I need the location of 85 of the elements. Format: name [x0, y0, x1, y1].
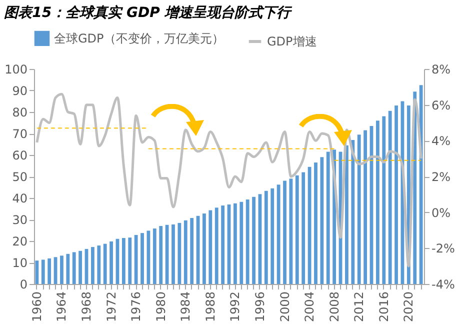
bar [159, 226, 163, 284]
y-tick-label: 100 [4, 62, 28, 76]
bar [314, 162, 318, 284]
bar [172, 224, 175, 284]
x-tick-label: 1984 [178, 292, 193, 322]
bar [382, 116, 386, 284]
legend-label: GDP增速 [267, 34, 317, 48]
bar [419, 85, 423, 284]
bar [351, 140, 355, 284]
bar [128, 238, 132, 284]
bar [221, 206, 225, 284]
y2-tick-label: 2% [432, 170, 451, 184]
y-tick-label: 30 [12, 213, 28, 227]
bar [72, 252, 76, 284]
x-tick-label: 1964 [54, 292, 69, 322]
bar [270, 188, 274, 284]
x-tick-label: 1972 [104, 292, 118, 322]
bar [388, 110, 392, 284]
bar [264, 190, 268, 284]
y-tick-label: 40 [12, 192, 28, 206]
bar [214, 208, 218, 284]
bar [60, 256, 64, 284]
bar [41, 260, 45, 284]
bar [233, 203, 237, 284]
y2-tick-label: -2% [432, 242, 455, 256]
x-tick-label: 2000 [278, 292, 292, 322]
x-tick-label: 1960 [30, 292, 44, 322]
bar [357, 134, 361, 284]
bar [91, 247, 94, 284]
bar [152, 228, 156, 284]
bar [240, 202, 244, 284]
bar [345, 145, 348, 284]
bar [48, 258, 52, 284]
bar [78, 250, 82, 284]
bar [364, 130, 367, 284]
bar [103, 244, 107, 284]
bar [302, 172, 306, 284]
bar [394, 106, 398, 284]
x-tick-label: 2008 [327, 292, 342, 322]
bar [202, 213, 206, 284]
bar [190, 218, 194, 284]
x-tick-label: 2004 [302, 292, 317, 322]
y2-tick-label: 6% [432, 98, 451, 112]
y-tick-label: 60 [12, 148, 28, 162]
y2-tick-label: -4% [432, 278, 455, 292]
bar [276, 184, 280, 284]
y-tick-label: 20 [12, 234, 28, 248]
bar [376, 120, 380, 284]
y-tick-label: 70 [12, 127, 28, 141]
x-tick-label: 2020 [402, 292, 416, 322]
bar [208, 210, 212, 284]
y2-tick-label: 8% [432, 62, 451, 76]
bar [246, 200, 250, 284]
bar [97, 246, 101, 284]
x-tick-label: 1996 [252, 292, 267, 322]
y-tick-label: 90 [12, 84, 28, 98]
x-tick-label: 2016 [376, 292, 391, 322]
x-tick-label: 2012 [352, 292, 366, 322]
y2-tick-label: 0% [432, 206, 451, 220]
bar [326, 152, 330, 284]
bar [320, 157, 324, 284]
bar [252, 196, 256, 284]
bar [283, 180, 286, 284]
x-tick-label: 1988 [203, 292, 218, 322]
x-tick-label: 1976 [129, 292, 144, 322]
x-tick-label: 1992 [228, 292, 242, 322]
y2-tick-label: 4% [432, 134, 451, 148]
legend-label: 全球GDP（不变价，万亿美元） [54, 31, 224, 46]
bar [110, 241, 113, 284]
line-series [36, 92, 422, 268]
chart-title: 图表15：全球真实 GDP 增速呈现台阶式下行 [4, 4, 293, 21]
bar [178, 222, 182, 284]
x-tick-label: 1980 [154, 292, 168, 322]
x-tick-label: 1968 [80, 292, 94, 322]
y-tick-label: 50 [12, 170, 28, 184]
bar [295, 175, 299, 284]
bar [66, 254, 70, 284]
y-tick-label: 10 [12, 256, 28, 270]
bar [184, 220, 188, 284]
bar [134, 234, 138, 284]
bar [35, 260, 39, 284]
bar [140, 233, 144, 284]
bar [122, 238, 126, 284]
y-tick-label: 0 [20, 278, 28, 292]
y-tick-label: 80 [12, 106, 28, 120]
